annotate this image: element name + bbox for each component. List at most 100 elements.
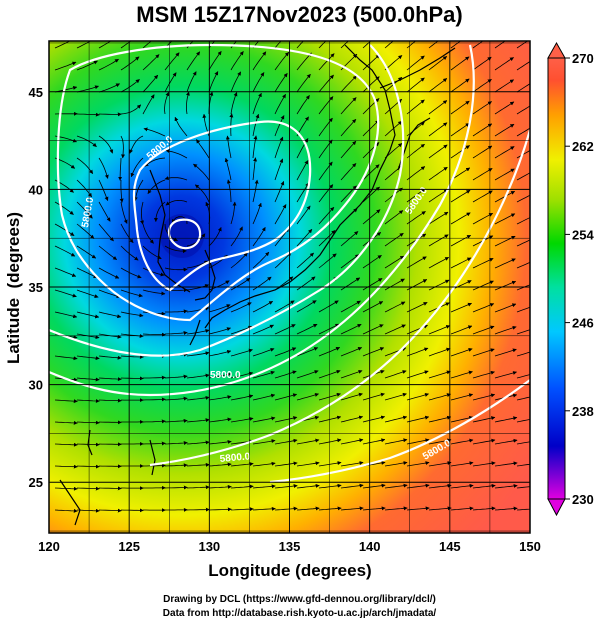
- wind-arrow: [230, 302, 252, 313]
- wind-arrow: [144, 157, 166, 167]
- wind-arrow: [494, 101, 515, 115]
- wind-arrow: [142, 267, 165, 277]
- wind-arrow: [274, 324, 296, 335]
- wind-arrow: [186, 507, 210, 512]
- wind-arrow: [252, 484, 276, 489]
- wind-arrow: [296, 347, 319, 357]
- wind-arrow: [516, 486, 530, 489]
- wind-arrow: [384, 232, 404, 247]
- wind-arrow: [274, 506, 298, 511]
- wind-arrow: [428, 144, 448, 159]
- wind-arrow: [76, 85, 99, 93]
- wind-arrow: [196, 139, 210, 159]
- wind-arrow: [494, 57, 514, 71]
- y-tick-label: 25: [29, 475, 43, 490]
- wind-arrow: [208, 349, 232, 357]
- wind-arrow: [516, 351, 530, 357]
- wind-arrow: [274, 393, 298, 401]
- wind-arrow: [494, 213, 516, 225]
- wind-arrow: [133, 179, 144, 202]
- wind-arrow: [406, 211, 426, 225]
- wind-arrow: [494, 483, 518, 489]
- wind-arrow: [165, 149, 188, 159]
- wind-arrow: [406, 506, 430, 511]
- wind-arrow: [384, 460, 408, 467]
- wind-arrow: [494, 79, 515, 93]
- wind-arrow: [472, 438, 496, 445]
- wind-arrow: [428, 279, 450, 291]
- wind-arrow: [318, 96, 334, 115]
- wind-arrow: [230, 348, 253, 357]
- wind-arrow: [274, 300, 295, 313]
- x-axis-label: Longitude (degrees): [208, 561, 371, 580]
- wind-arrow: [54, 420, 78, 425]
- wind-arrow: [54, 442, 78, 447]
- wind-arrow: [384, 324, 406, 335]
- wind-arrow: [340, 119, 357, 137]
- wind-arrow: [143, 127, 166, 137]
- wind-arrow: [143, 375, 166, 380]
- wind-arrow: [318, 253, 337, 269]
- wind-arrow: [229, 113, 234, 137]
- wind-arrow: [362, 278, 383, 291]
- wind-arrow: [252, 300, 274, 313]
- wind-arrow: [296, 160, 309, 181]
- wind-arrow: [406, 302, 428, 313]
- wind-arrow: [252, 72, 265, 93]
- wind-arrow: [186, 351, 210, 357]
- wind-arrow: [252, 41, 260, 49]
- wind-arrow: [450, 370, 473, 379]
- wind-arrow: [362, 392, 385, 401]
- wind-arrow: [340, 323, 362, 335]
- wind-arrow: [119, 179, 124, 203]
- wind-arrow: [450, 257, 472, 269]
- wind-arrow: [362, 54, 380, 71]
- wind-arrow: [76, 420, 100, 425]
- x-tick-label: 130: [198, 539, 220, 554]
- wind-arrow: [76, 311, 100, 319]
- wind-arrow: [318, 184, 334, 203]
- wind-arrow: [142, 419, 166, 424]
- wind-arrow: [472, 461, 496, 467]
- wind-arrow: [428, 122, 448, 137]
- wind-arrow: [98, 377, 122, 382]
- x-tick-label: 120: [38, 539, 60, 554]
- contour-label: 5800.0: [219, 451, 251, 465]
- wind-arrow: [76, 179, 93, 198]
- wind-arrow: [450, 415, 474, 423]
- wind-arrow: [54, 355, 78, 361]
- wind-arrow: [362, 120, 380, 137]
- wind-arrow: [494, 461, 518, 467]
- wind-arrow: [274, 347, 297, 357]
- wind-arrow: [428, 234, 449, 247]
- wind-arrow: [252, 276, 272, 291]
- y-tick-label: 30: [29, 378, 43, 393]
- wind-arrow: [142, 289, 166, 296]
- wind-arrow: [147, 179, 166, 195]
- credit-data: Data from http://database.rish.kyoto-u.a…: [162, 608, 437, 619]
- wind-arrow: [450, 302, 472, 313]
- wind-arrow: [165, 199, 188, 206]
- wind-arrow: [296, 52, 312, 71]
- wind-arrow: [450, 325, 473, 335]
- wind-arrow: [208, 439, 232, 445]
- wind-arrow: [252, 179, 259, 203]
- wind-arrow: [98, 58, 119, 71]
- wind-arrow: [516, 127, 530, 137]
- wind-arrow: [428, 166, 448, 181]
- wind-arrow: [76, 223, 95, 239]
- wind-arrow: [450, 234, 472, 247]
- y-axis: 25 30 35 40 45: [29, 85, 43, 490]
- wind-arrow: [318, 117, 333, 137]
- wind-arrow: [274, 51, 290, 71]
- wind-arrow: [164, 267, 188, 272]
- wind-arrow: [296, 370, 319, 379]
- wind-arrow: [362, 415, 386, 423]
- wind-arrow: [428, 347, 451, 357]
- wind-arrow: [362, 483, 386, 489]
- wind-arrow: [318, 438, 342, 445]
- colorbar-tick-label: 270: [572, 51, 594, 66]
- wind-arrow: [120, 376, 144, 381]
- wind-arrow: [472, 123, 493, 137]
- wind-arrow: [450, 483, 474, 489]
